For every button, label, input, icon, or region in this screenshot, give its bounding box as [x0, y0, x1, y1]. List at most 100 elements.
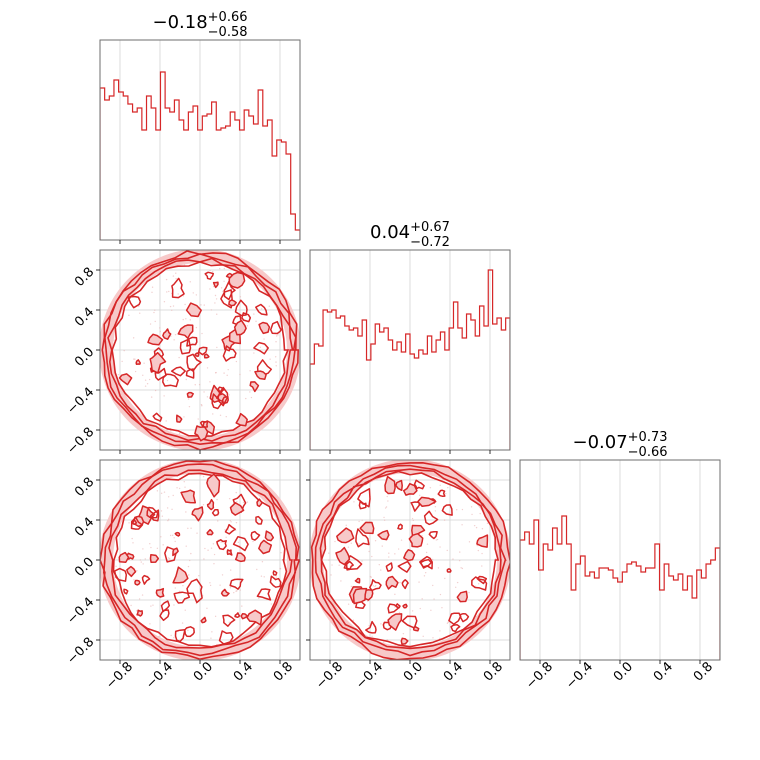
sample-point: [210, 547, 213, 549]
sample-point: [386, 495, 388, 498]
sample-point: [188, 405, 191, 408]
param-title-upper-error: +0.73: [628, 430, 668, 445]
contour-blob: [355, 598, 366, 609]
contour-blob: [385, 562, 393, 572]
sample-point: [347, 603, 350, 605]
sample-point: [146, 383, 149, 385]
contour-blob: [130, 516, 144, 530]
sample-point: [385, 506, 388, 508]
contour-blob: [194, 425, 209, 442]
contour-blob: [229, 578, 244, 590]
sample-point: [130, 604, 132, 607]
sample-point: [229, 587, 232, 589]
sample-point: [444, 577, 446, 580]
contour-blob: [229, 502, 245, 516]
contour-blob: [194, 352, 200, 357]
y-tick-label: −0.8: [64, 425, 97, 458]
sample-point: [470, 506, 473, 508]
y-tick-label: −0.4: [64, 385, 97, 418]
contour-blob: [419, 555, 433, 570]
sample-point: [432, 584, 434, 587]
contour-blob: [172, 566, 189, 584]
sample-point: [471, 513, 473, 516]
sample-point: [144, 558, 146, 560]
sample-point: [115, 565, 117, 568]
contour-blob: [159, 609, 170, 622]
sample-point: [425, 551, 428, 554]
sample-point: [173, 537, 175, 539]
y-tick-label: −0.8: [64, 635, 97, 668]
sample-point: [187, 527, 189, 530]
contour-blob: [174, 531, 181, 537]
sample-point: [443, 519, 446, 521]
sample-point: [367, 600, 369, 602]
x-tick-label: 0.0: [401, 659, 426, 684]
sample-point: [276, 335, 278, 337]
contour-blob: [203, 353, 210, 359]
contour-blob: [410, 501, 421, 512]
sample-point: [215, 298, 218, 300]
sample-point: [227, 529, 230, 531]
sample-point: [432, 637, 434, 639]
contour-blob: [387, 613, 403, 631]
contour-blob: [256, 359, 273, 376]
sample-point: [113, 339, 115, 341]
sample-point: [138, 598, 141, 600]
sample-point: [411, 610, 414, 612]
histogram-axes-0: −0.18+0.66 −0.58: [99, 10, 301, 244]
sample-point: [239, 296, 242, 298]
sample-point: [241, 605, 243, 607]
sample-point: [123, 349, 125, 352]
contour-blob: [254, 370, 267, 380]
sample-point: [424, 572, 427, 574]
sample-point: [154, 309, 156, 311]
x-tick-label: 0.4: [231, 659, 256, 684]
y-tick-label: −0.4: [64, 595, 97, 628]
sample-point: [171, 309, 173, 311]
sample-point: [159, 330, 161, 333]
contour-blob: [255, 515, 263, 525]
contour-blob: [199, 420, 209, 428]
sample-point: [171, 508, 173, 511]
sample-point: [447, 486, 449, 489]
contour-blob: [135, 359, 141, 365]
sample-point: [223, 280, 225, 283]
sample-point: [228, 497, 231, 500]
sample-point: [246, 325, 249, 327]
contour-blob: [354, 577, 361, 584]
sample-point: [429, 486, 432, 489]
sample-point: [178, 356, 180, 359]
x-tick-label: −0.4: [563, 659, 596, 692]
histogram-steps: [100, 71, 300, 240]
contour-blob: [446, 568, 452, 573]
sample-point: [201, 405, 203, 407]
contour-blob: [359, 521, 375, 535]
param-title-value: 0.04: [370, 222, 410, 243]
contour-blob: [250, 530, 261, 541]
contour-blob: [218, 630, 234, 646]
y-tick-label: 0.0: [72, 345, 97, 370]
contour-blob: [253, 341, 269, 355]
sample-point: [412, 519, 415, 522]
sample-point: [455, 586, 457, 588]
sample-point: [160, 492, 163, 494]
contour-rim: [314, 464, 507, 657]
contour-blob: [234, 299, 248, 317]
sample-point: [204, 547, 206, 550]
sample-point: [190, 552, 192, 555]
sample-point: [159, 327, 161, 329]
sample-point: [270, 603, 273, 605]
contour-blob: [456, 590, 468, 603]
sample-point: [233, 591, 235, 594]
sample-point: [358, 543, 360, 545]
sample-point: [275, 361, 277, 363]
sample-point: [213, 553, 216, 556]
sample-point: [331, 564, 333, 566]
sample-point: [263, 338, 265, 340]
sample-point: [203, 391, 205, 393]
sample-point: [409, 629, 412, 631]
sample-point: [380, 623, 382, 625]
contour-blob: [211, 508, 220, 517]
sample-point: [361, 519, 363, 521]
sample-point: [207, 549, 209, 551]
